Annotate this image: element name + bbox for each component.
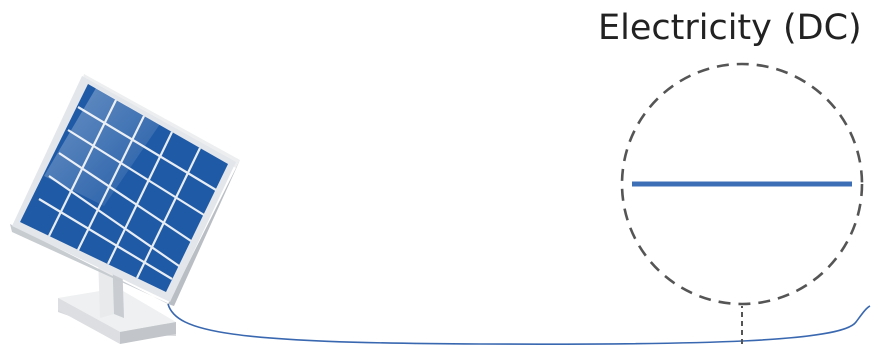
diagram-title: Electricity (DC) bbox=[598, 8, 862, 48]
dc-signal-magnifier bbox=[620, 62, 864, 306]
solar-panel bbox=[10, 74, 240, 306]
panel-reflection bbox=[44, 88, 160, 206]
wire bbox=[167, 303, 871, 345]
solar-panel-stand bbox=[58, 252, 176, 344]
